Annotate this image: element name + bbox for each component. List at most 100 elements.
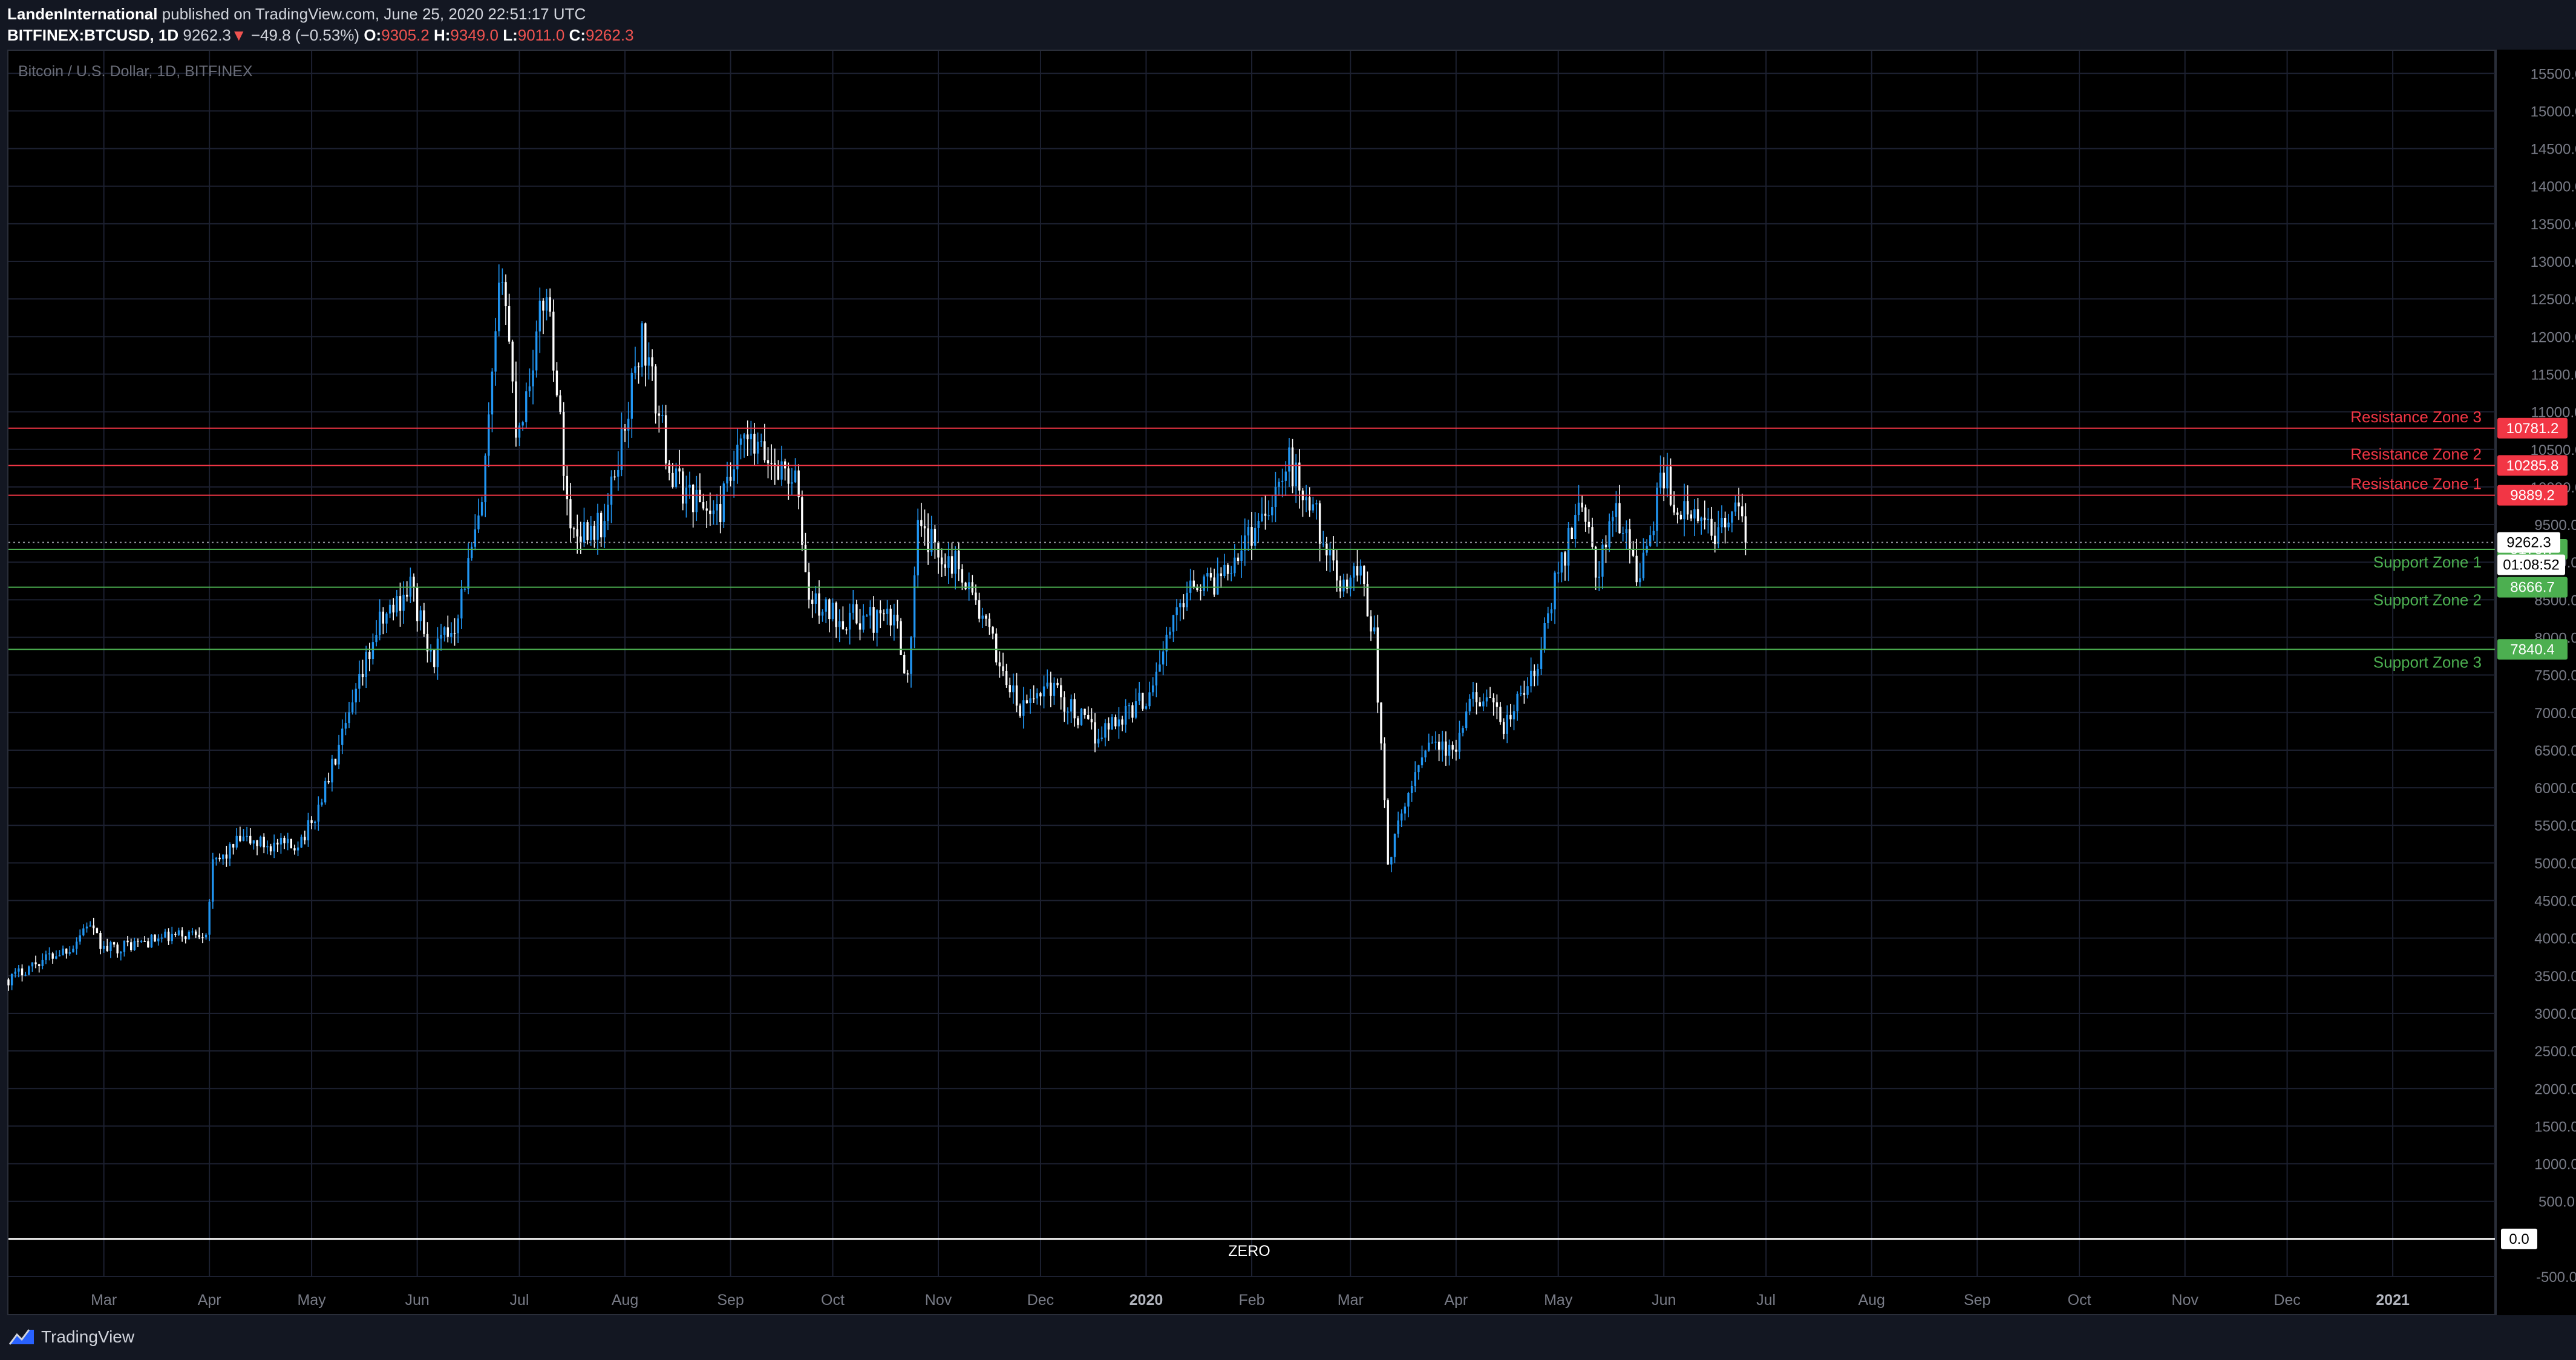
candle	[1342, 574, 1345, 597]
tradingview-logo-icon[interactable]	[8, 1326, 35, 1348]
candle-body	[215, 857, 218, 860]
candle-body	[1063, 697, 1066, 712]
candle-body	[181, 930, 183, 937]
candle-body	[68, 952, 71, 954]
y-tick-label: 5500.0	[2534, 818, 2576, 834]
candle-body	[18, 968, 20, 972]
candle	[1213, 568, 1215, 597]
y-tick-label: 2500.0	[2534, 1044, 2576, 1060]
candle	[1571, 526, 1573, 540]
candle	[1401, 809, 1403, 828]
candle-body	[1281, 480, 1284, 482]
candle-body	[1114, 717, 1117, 727]
candle	[1349, 575, 1352, 597]
candle-body	[443, 627, 446, 635]
x-tick-label: Sep	[717, 1292, 744, 1309]
symbol-label[interactable]: BITFINEX:BTCUSD, 1D	[7, 26, 179, 44]
candle	[1502, 718, 1505, 740]
candle	[1550, 603, 1553, 621]
candle	[1547, 606, 1549, 629]
candle	[1025, 695, 1028, 704]
candle-body	[542, 300, 544, 311]
candle-body	[276, 842, 279, 845]
candle-body	[1298, 462, 1301, 491]
candle-body	[341, 728, 344, 745]
candle	[1288, 438, 1290, 487]
candle	[1540, 637, 1543, 675]
candle	[34, 955, 37, 969]
candle	[1318, 500, 1321, 561]
author-name[interactable]: LandenInternational	[7, 5, 158, 23]
candle	[586, 520, 589, 544]
candle	[886, 600, 889, 625]
y-tick-label: -500.0	[2536, 1269, 2576, 1286]
candle-body	[1380, 702, 1382, 744]
candle	[18, 964, 20, 978]
candle	[246, 826, 248, 842]
candle	[1529, 657, 1532, 693]
candle-body	[1080, 708, 1083, 725]
candle	[808, 563, 810, 609]
candle	[828, 598, 831, 633]
candle	[1117, 707, 1120, 739]
candle-body	[116, 944, 119, 953]
candle	[1165, 626, 1168, 666]
candle	[344, 712, 347, 736]
candle	[194, 929, 197, 938]
candle	[1397, 811, 1399, 838]
candle	[620, 412, 623, 477]
candle-body	[630, 373, 633, 419]
candle	[1192, 570, 1195, 590]
candle-body	[1615, 503, 1618, 517]
candle-body	[944, 564, 946, 568]
y-tick-label: 4000.0	[2534, 931, 2576, 947]
candle-body	[1145, 706, 1148, 709]
candle	[521, 420, 524, 431]
candle	[958, 542, 960, 581]
candle-body	[1523, 693, 1526, 695]
candle	[1615, 491, 1618, 532]
candle-body	[1458, 733, 1461, 752]
candle	[777, 460, 780, 480]
candle	[406, 581, 408, 602]
candle-body	[1309, 497, 1311, 511]
candle	[436, 627, 439, 680]
candle-body	[627, 419, 630, 431]
candle-body	[1305, 497, 1307, 500]
candle-body	[1656, 488, 1658, 531]
candle-body	[896, 615, 899, 621]
candle-body	[1002, 666, 1004, 671]
candle-body	[1625, 529, 1628, 534]
candle	[1267, 500, 1270, 520]
candle-body	[641, 323, 643, 368]
candle-body	[637, 366, 640, 368]
candle-body	[651, 357, 653, 367]
candle-body	[729, 476, 732, 481]
candle	[399, 582, 402, 627]
candle	[1690, 510, 1692, 521]
candle	[1291, 439, 1294, 494]
candle-body	[194, 931, 197, 935]
candle	[1520, 685, 1522, 696]
candle-body	[348, 712, 350, 724]
candle-body	[545, 297, 548, 311]
candle	[1131, 702, 1134, 723]
candle-body	[825, 599, 827, 612]
candle	[21, 964, 24, 982]
price-axis[interactable]	[2496, 50, 2576, 1315]
candle	[1244, 518, 1246, 566]
candle	[1087, 706, 1090, 720]
candle	[549, 288, 551, 317]
candle	[1032, 685, 1035, 703]
candle	[143, 936, 146, 942]
x-tick-label: Jul	[1756, 1292, 1776, 1309]
candle	[600, 511, 603, 547]
candle	[879, 600, 882, 629]
candle	[975, 584, 977, 605]
candle-body	[569, 499, 572, 529]
footer-brand[interactable]: TradingView	[41, 1327, 135, 1346]
candle	[1724, 511, 1727, 544]
candle-body	[58, 955, 61, 956]
candle	[174, 932, 177, 938]
